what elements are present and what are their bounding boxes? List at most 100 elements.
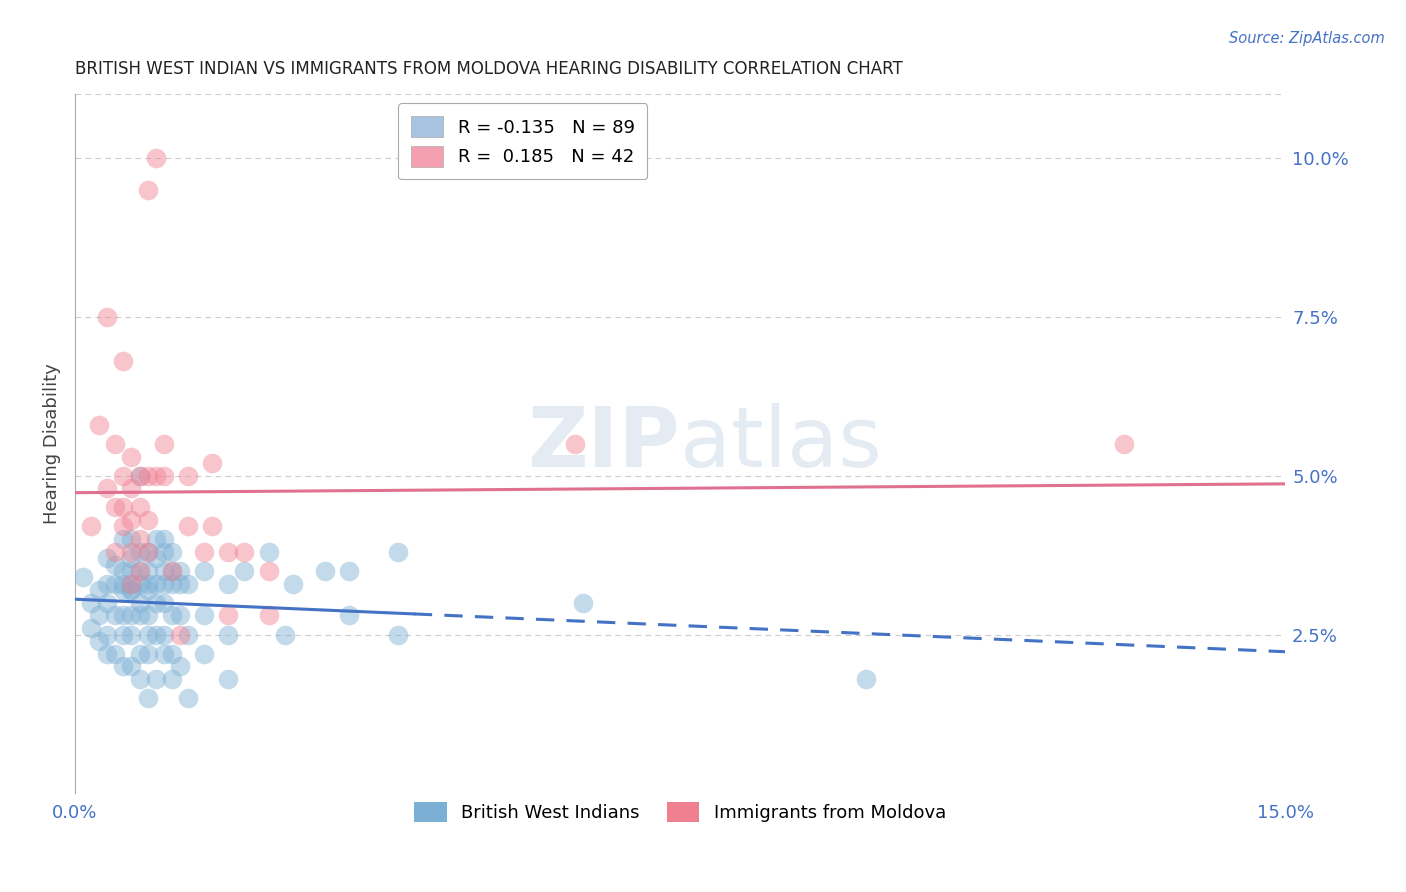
- Point: [128, 468, 150, 483]
- Point: [128, 500, 150, 515]
- Point: [136, 183, 159, 197]
- Y-axis label: Hearing Disability: Hearing Disability: [44, 363, 60, 524]
- Point: [160, 608, 183, 623]
- Point: [177, 519, 200, 533]
- Point: [121, 532, 143, 546]
- Point: [136, 468, 159, 483]
- Point: [112, 627, 135, 641]
- Point: [217, 576, 239, 591]
- Point: [104, 576, 127, 591]
- Point: [387, 627, 409, 641]
- Point: [160, 672, 183, 686]
- Point: [160, 545, 183, 559]
- Point: [112, 608, 135, 623]
- Point: [136, 576, 159, 591]
- Point: [128, 672, 150, 686]
- Point: [177, 691, 200, 706]
- Point: [145, 672, 167, 686]
- Point: [104, 647, 127, 661]
- Point: [337, 564, 360, 578]
- Point: [177, 468, 200, 483]
- Point: [152, 532, 174, 546]
- Point: [217, 608, 239, 623]
- Point: [80, 596, 103, 610]
- Point: [217, 627, 239, 641]
- Point: [89, 608, 111, 623]
- Point: [96, 576, 118, 591]
- Point: [177, 576, 200, 591]
- Point: [152, 468, 174, 483]
- Point: [136, 545, 159, 559]
- Point: [152, 545, 174, 559]
- Point: [274, 627, 297, 641]
- Point: [160, 564, 183, 578]
- Point: [145, 551, 167, 566]
- Point: [121, 608, 143, 623]
- Point: [145, 596, 167, 610]
- Point: [80, 519, 103, 533]
- Point: [104, 500, 127, 515]
- Point: [193, 545, 215, 559]
- Point: [121, 582, 143, 597]
- Point: [112, 582, 135, 597]
- Point: [169, 576, 191, 591]
- Point: [152, 596, 174, 610]
- Point: [1112, 437, 1135, 451]
- Point: [112, 564, 135, 578]
- Point: [128, 647, 150, 661]
- Text: Source: ZipAtlas.com: Source: ZipAtlas.com: [1229, 31, 1385, 46]
- Point: [160, 647, 183, 661]
- Point: [169, 659, 191, 673]
- Point: [112, 500, 135, 515]
- Point: [136, 608, 159, 623]
- Point: [152, 437, 174, 451]
- Point: [72, 570, 94, 584]
- Text: atlas: atlas: [681, 403, 882, 484]
- Point: [112, 532, 135, 546]
- Point: [136, 627, 159, 641]
- Point: [136, 545, 159, 559]
- Point: [121, 551, 143, 566]
- Point: [152, 564, 174, 578]
- Point: [121, 576, 143, 591]
- Point: [104, 437, 127, 451]
- Point: [281, 576, 304, 591]
- Point: [233, 545, 256, 559]
- Point: [128, 564, 150, 578]
- Point: [152, 576, 174, 591]
- Point: [121, 582, 143, 597]
- Point: [104, 545, 127, 559]
- Point: [96, 551, 118, 566]
- Point: [96, 596, 118, 610]
- Point: [121, 659, 143, 673]
- Point: [104, 608, 127, 623]
- Point: [121, 576, 143, 591]
- Point: [121, 627, 143, 641]
- Point: [314, 564, 336, 578]
- Point: [201, 519, 224, 533]
- Point: [233, 564, 256, 578]
- Point: [257, 545, 280, 559]
- Point: [121, 450, 143, 464]
- Point: [128, 608, 150, 623]
- Point: [136, 582, 159, 597]
- Point: [257, 564, 280, 578]
- Point: [96, 627, 118, 641]
- Point: [96, 647, 118, 661]
- Point: [169, 627, 191, 641]
- Point: [121, 513, 143, 527]
- Point: [128, 576, 150, 591]
- Point: [112, 468, 135, 483]
- Point: [387, 545, 409, 559]
- Point: [128, 564, 150, 578]
- Point: [169, 608, 191, 623]
- Text: ZIP: ZIP: [527, 403, 681, 484]
- Point: [337, 608, 360, 623]
- Point: [112, 659, 135, 673]
- Point: [112, 576, 135, 591]
- Point: [572, 596, 595, 610]
- Point: [145, 151, 167, 165]
- Point: [128, 545, 150, 559]
- Point: [136, 691, 159, 706]
- Point: [152, 627, 174, 641]
